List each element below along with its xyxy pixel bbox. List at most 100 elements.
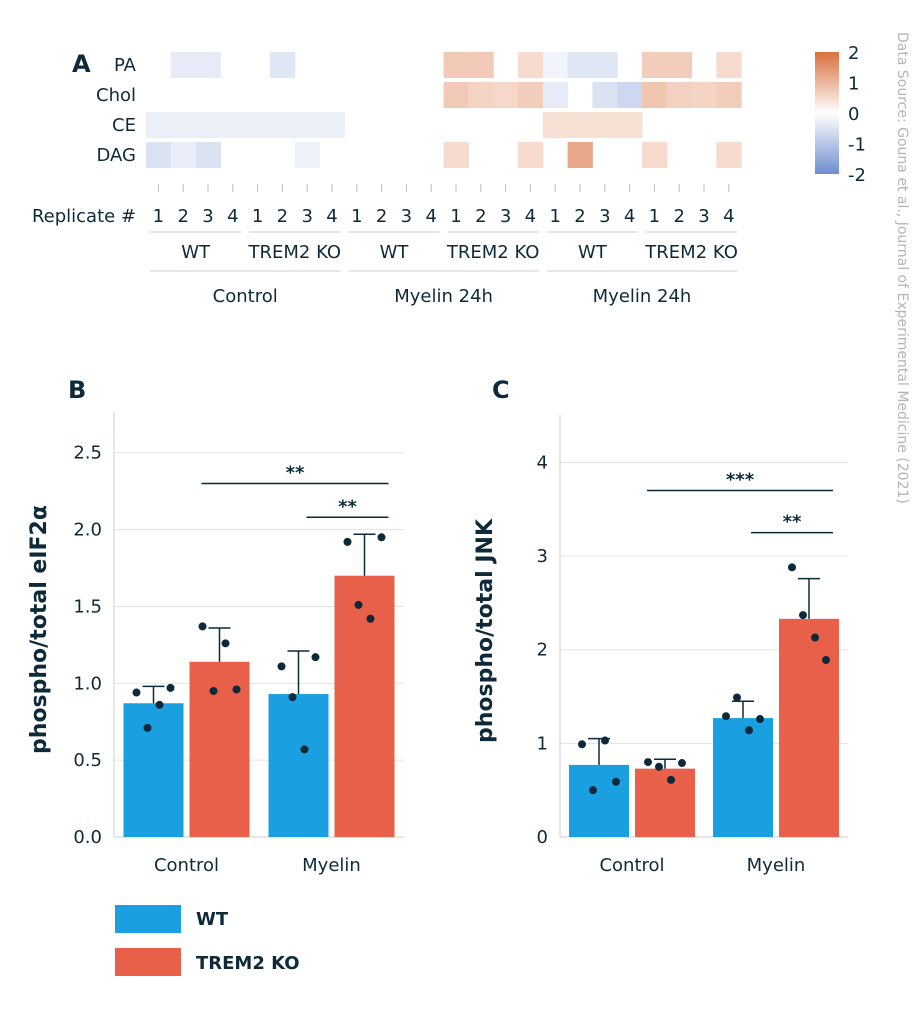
y-axis-label: phospho/total eIF2α: [27, 505, 52, 754]
heatmap-cell: [468, 82, 494, 108]
y-tick-label: 1.5: [73, 596, 102, 617]
heatmap-cell: [592, 112, 618, 138]
heatmap-cell: [468, 52, 494, 78]
heatmap-cell: [170, 142, 197, 168]
data-point: [756, 715, 764, 724]
bar-wt-myelin: [713, 718, 773, 837]
colorbar-tick-label: -2: [848, 165, 866, 186]
replicate-number: 3: [500, 206, 511, 227]
colorbar-tick-label: 0: [848, 104, 859, 125]
heatmap-cell: [319, 112, 345, 138]
data-point: [612, 777, 620, 786]
data-point: [799, 611, 807, 620]
panel-letter-c: C: [492, 376, 510, 404]
data-point: [678, 759, 686, 768]
group-label: Myelin 24h: [394, 286, 493, 307]
y-tick-label: 0.5: [73, 750, 102, 771]
replicate-number: 1: [450, 206, 461, 227]
heatmap-cell: [542, 82, 569, 108]
colorbar-gradient: [815, 52, 839, 174]
replicate-number: 1: [252, 206, 263, 227]
genotype-label: WT: [380, 242, 410, 263]
replicate-number: 2: [475, 206, 486, 227]
heatmap-row-label: CE: [112, 115, 136, 136]
colorbar-tick-label: 1: [848, 74, 859, 95]
heatmap-cell: [592, 52, 618, 78]
data-point: [589, 786, 597, 795]
replicate-number: 3: [202, 206, 213, 227]
data-point: [644, 758, 652, 767]
data-point: [232, 685, 241, 694]
heatmap-cell: [220, 112, 246, 138]
heatmap-cell: [170, 112, 197, 138]
heatmap-cell: [146, 112, 172, 138]
heatmap-cell: [567, 52, 593, 78]
replicate-number: 1: [549, 206, 560, 227]
heatmap-cell: [542, 112, 569, 138]
genotype-label: TREM2 KO: [248, 242, 342, 263]
panel-letter-b: B: [68, 376, 86, 404]
y-tick-label: 2: [537, 640, 548, 661]
y-tick-label: 2.5: [73, 443, 102, 464]
group-label: Control: [213, 286, 278, 307]
data-point: [722, 712, 730, 721]
heatmap-cell: [493, 82, 519, 108]
heatmap-cell: [666, 52, 693, 78]
heatmap-cell: [443, 52, 469, 78]
data-point: [277, 662, 286, 671]
data-point: [822, 656, 830, 665]
heatmap-row-label: PA: [114, 55, 137, 76]
heatmap-cell: [195, 142, 221, 168]
y-tick-label: 1.0: [73, 673, 102, 694]
x-tick-label: Control: [154, 855, 219, 876]
replicate-number: 4: [624, 206, 635, 227]
data-point: [733, 693, 741, 702]
data-point: [300, 745, 309, 754]
data-point: [366, 614, 375, 623]
heatmap-cell: [294, 142, 321, 168]
heatmap-cell: [170, 52, 197, 78]
replicate-number: 4: [525, 206, 536, 227]
y-tick-label: 0: [537, 827, 548, 848]
data-point: [288, 693, 297, 702]
replicate-number: 2: [376, 206, 387, 227]
bar-ko-myelin: [779, 618, 839, 837]
heatmap-cell: [642, 142, 668, 168]
heatmap-cell: [195, 112, 221, 138]
heatmap-cell: [691, 82, 717, 108]
replicate-number: 3: [401, 206, 412, 227]
bar-wt-myelin: [268, 694, 329, 837]
replicate-number: 4: [227, 206, 238, 227]
heatmap-cell: [666, 82, 693, 108]
heatmap-cell: [642, 82, 668, 108]
heatmap-cell: [716, 82, 742, 108]
data-point: [209, 686, 218, 695]
heatmap-cell: [443, 142, 469, 168]
y-tick-label: 1: [537, 733, 548, 754]
heatmap-cell: [270, 112, 296, 138]
data-source: Data Source: Gouna et al., Journal of Ex…: [894, 32, 910, 504]
heatmap-cell: [617, 82, 643, 108]
bar-ko-myelin: [334, 575, 395, 837]
heatmap-cell: [592, 82, 618, 108]
data-point: [354, 600, 363, 609]
x-tick-label: Control: [599, 855, 664, 876]
replicate-number: 2: [574, 206, 585, 227]
legend-swatch-ko: [115, 948, 181, 976]
replicate-number: 3: [698, 206, 709, 227]
heatmap-cell: [642, 52, 668, 78]
replicate-number: 3: [301, 206, 312, 227]
y-tick-label: 4: [537, 452, 548, 473]
data-point: [745, 726, 753, 735]
data-point: [155, 700, 164, 709]
data-point: [221, 639, 230, 648]
colorbar-tick-label: 2: [848, 43, 859, 64]
significance-label: **: [338, 496, 357, 517]
data-point: [311, 653, 320, 662]
data-point: [601, 736, 609, 745]
significance-label: **: [286, 462, 305, 483]
heatmap-cell: [245, 112, 271, 138]
